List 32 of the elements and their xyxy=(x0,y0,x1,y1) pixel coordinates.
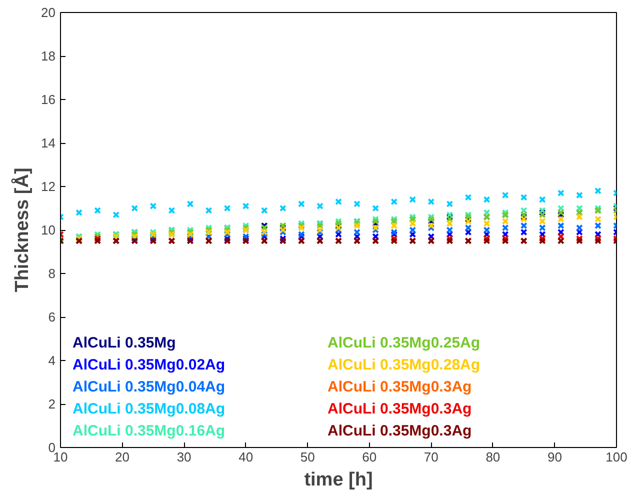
x-tick-label: 30 xyxy=(176,450,192,464)
y-tick-label: 4 xyxy=(48,353,56,368)
x-tick-label: 70 xyxy=(424,450,438,464)
y-tick-label: 14 xyxy=(41,136,56,150)
y-tick-label: 0 xyxy=(48,440,56,455)
y-tick-label: 12 xyxy=(41,179,56,194)
text: AlCuLi 0.35Mg0.02Ag xyxy=(72,356,226,374)
text: AlCuLi 0.35Mg0.25Ag xyxy=(328,334,480,352)
x-tick-label: 50 xyxy=(300,450,315,464)
x-tick-label: 100 xyxy=(606,450,628,464)
y-tick-label: 20 xyxy=(41,5,56,20)
y-tick-label: 6 xyxy=(48,310,56,324)
y-tick-label: 18 xyxy=(41,48,56,64)
x-tick-label: 20 xyxy=(115,450,130,464)
text: AlCuLi 0.35Mg0.28Ag xyxy=(328,356,480,374)
y-tick-label: 10 xyxy=(41,222,56,238)
text: AlCuLi 0.35Mg0.16Ag xyxy=(72,422,226,440)
text: AlCuLi 0.35Mg0.3Ag xyxy=(328,378,472,396)
text: AlCuLi 0.35Mg xyxy=(72,334,176,352)
y-tick-label: 2 xyxy=(48,396,56,412)
x-tick-label: 90 xyxy=(547,450,562,464)
y-axis-title: Thickness [Å] xyxy=(11,168,34,292)
y-tick-label: 8 xyxy=(48,266,56,281)
x-tick-label: 60 xyxy=(362,450,377,464)
x-axis-title: time [h] xyxy=(304,470,373,490)
text: AlCuLi 0.35Mg0.3Ag xyxy=(328,400,472,418)
text: AlCuLi 0.35Mg0.3Ag xyxy=(328,422,472,440)
text: AlCuLi 0.35Mg0.04Ag xyxy=(72,378,226,396)
x-tick-label: 80 xyxy=(486,450,500,464)
x-tick-label: 40 xyxy=(238,450,254,464)
y-tick-label: 16 xyxy=(41,92,56,107)
text: AlCuLi 0.35Mg0.08Ag xyxy=(72,400,226,418)
